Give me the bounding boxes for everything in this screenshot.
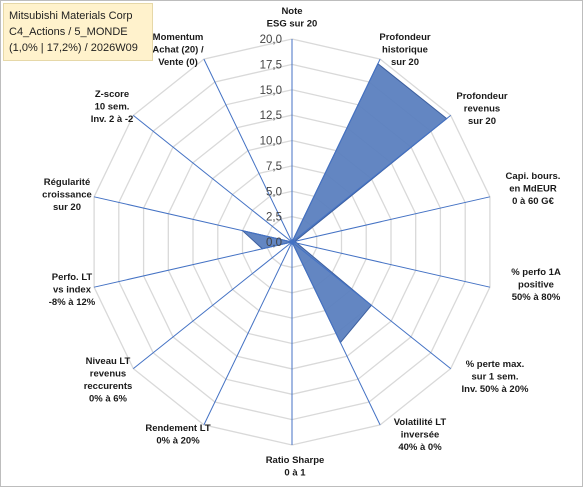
axis-label-line: Z-score [95, 89, 129, 100]
axis-label: Ratio Sharpe 0 à 1 [266, 455, 325, 479]
axis-label-line: Inv. 2 à -2 [91, 114, 134, 125]
tick-layer: 0,0 2,5 5,0 7,5 10,0 12,5 15,0 17,5 20,0 [260, 34, 282, 249]
axis-label: Profondeur historique sur 20 [379, 32, 430, 68]
tick-label: 0,0 [266, 237, 282, 249]
axis-spoke [132, 241, 293, 369]
axis-label: Perfo. LT vs index -8% à 12% [49, 272, 96, 308]
tick-label: 7,5 [266, 161, 282, 173]
axis-label-line: sur 20 [391, 57, 419, 68]
axis-label-line: sur 1 sem. [472, 372, 519, 383]
axis-spoke [203, 241, 293, 426]
tick-label: 10,0 [260, 136, 282, 148]
axis-spoke [291, 241, 491, 288]
spoke-layer [93, 39, 491, 445]
axis-label-line: 0 à 1 [284, 468, 306, 479]
axis-label-line: sur 20 [468, 116, 496, 127]
axis-label-line: Note [281, 6, 302, 17]
axis-label: Note ESG sur 20 [267, 6, 318, 30]
axis-label: Momentum Achat (20) / Vente (0) [152, 32, 204, 68]
axis-label-line: vs index [53, 285, 92, 296]
axis-spoke [203, 58, 293, 243]
axis-label-line: 50% à 80% [512, 292, 561, 303]
axis-spoke [291, 196, 491, 243]
axis-label: Capi. bours. en MdEUR 0 à 60 G€ [506, 171, 561, 207]
chart-title-box: Mitsubishi Materials Corp C4_Actions / 5… [3, 3, 153, 61]
axis-label-line: Perfo. LT [52, 272, 93, 283]
axis-label-line: Régularité [44, 177, 90, 188]
tick-label: 2,5 [266, 212, 282, 224]
axis-spoke [291, 241, 452, 369]
axis-label: Volatilité LT inversée 40% à 0% [394, 417, 447, 453]
axis-label-line: 40% à 0% [398, 442, 442, 453]
axis-label-line: en MdEUR [509, 184, 557, 195]
axis-label-line: Vente (0) [158, 57, 198, 68]
axis-label-line: revenus [90, 369, 126, 380]
axis-label-line: Volatilité LT [394, 417, 447, 428]
axis-label-line: Momentum [153, 32, 204, 43]
axis-label-line: revenus [464, 104, 500, 115]
axis-spoke [93, 196, 293, 243]
axis-spoke [132, 115, 293, 243]
axis-spoke [291, 58, 381, 243]
axis-label: Z-score 10 sem. Inv. 2 à -2 [91, 89, 134, 125]
title-line-1: Mitsubishi Materials Corp [9, 10, 133, 22]
axis-label-line: Profondeur [456, 91, 507, 102]
axis-label-line: -8% à 12% [49, 297, 96, 308]
axis-label-line: Rendement LT [145, 423, 210, 434]
axis-label-line: Capi. bours. [506, 171, 561, 182]
axis-label-line: historique [382, 45, 428, 56]
axis-label-line: croissance [42, 190, 92, 201]
axis-label-line: % perfo 1A [511, 267, 561, 278]
tick-label: 5,0 [266, 186, 282, 198]
axis-label-line: Inv. 50% à 20% [462, 384, 529, 395]
axis-label: Rendement LT 0% à 20% [145, 423, 210, 447]
axis-label-line: % perte max. [466, 359, 525, 370]
axis-label-line: 10 sem. [95, 102, 130, 113]
axis-label: % perfo 1A positive 50% à 80% [511, 267, 561, 303]
axis-label-line: Achat (20) / [152, 45, 204, 56]
axis-label-line: ESG sur 20 [267, 19, 318, 30]
tick-label: 15,0 [260, 85, 282, 97]
axis-label-line: inversée [401, 430, 440, 441]
axis-label-line: Profondeur [379, 32, 430, 43]
axis-label-line: positive [518, 280, 554, 291]
axis-spoke [93, 241, 293, 288]
axis-label-line: reccurents [84, 381, 133, 392]
title-line-3: (1,0% | 17,2%) / 2026W09 [9, 42, 138, 54]
tick-label: 20,0 [260, 34, 282, 46]
axis-label: Niveau LT revenus reccurents 0% à 6% [84, 356, 133, 405]
axis-label-line: 0% à 6% [89, 394, 128, 405]
axis-label: Régularité croissance sur 20 [42, 177, 92, 213]
axis-label-line: 0% à 20% [156, 436, 200, 447]
axis-label-line: Niveau LT [86, 356, 131, 367]
tick-label: 17,5 [260, 59, 282, 71]
axis-label: Profondeur revenus sur 20 [456, 91, 507, 127]
axis-label-line: Ratio Sharpe [266, 455, 325, 466]
tick-label: 12,5 [260, 110, 282, 122]
axis-label-line: sur 20 [53, 202, 81, 213]
axis-spoke [291, 241, 381, 426]
title-line-2: C4_Actions / 5_MONDE [9, 26, 128, 38]
axis-spoke [291, 115, 452, 243]
axis-label-line: 0 à 60 G€ [512, 196, 554, 207]
axis-label: % perte max. sur 1 sem. Inv. 50% à 20% [462, 359, 529, 395]
